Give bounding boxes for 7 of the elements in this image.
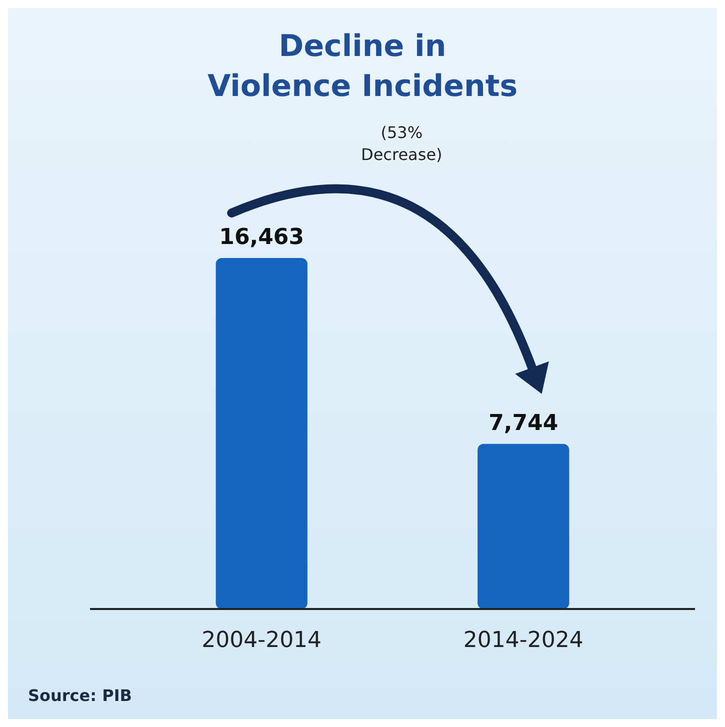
source-note: Source: PIB [28, 686, 132, 705]
text: (53% Decrease) [361, 123, 442, 164]
chart-title: Decline in Violence Incidents [207, 29, 518, 104]
data-label: 7,744 [488, 410, 558, 436]
data-label: 16,463 [219, 225, 304, 250]
x-tick-label: 2004-2014 [202, 628, 322, 653]
x-tick-label: 2014-2024 [463, 628, 584, 653]
